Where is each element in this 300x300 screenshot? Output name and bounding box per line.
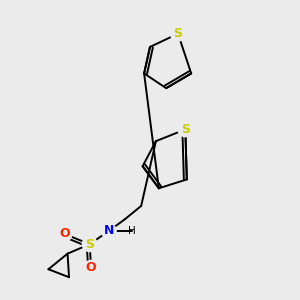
Circle shape	[101, 224, 116, 238]
Circle shape	[178, 122, 193, 137]
Text: S: S	[173, 27, 182, 40]
Circle shape	[84, 260, 98, 275]
Circle shape	[171, 26, 185, 41]
Text: N: N	[103, 224, 114, 238]
Circle shape	[82, 237, 97, 252]
Text: O: O	[59, 227, 70, 240]
Text: H: H	[128, 226, 136, 236]
Circle shape	[57, 226, 72, 241]
Text: S: S	[85, 238, 94, 251]
Text: S: S	[181, 123, 190, 136]
Text: O: O	[86, 261, 96, 274]
